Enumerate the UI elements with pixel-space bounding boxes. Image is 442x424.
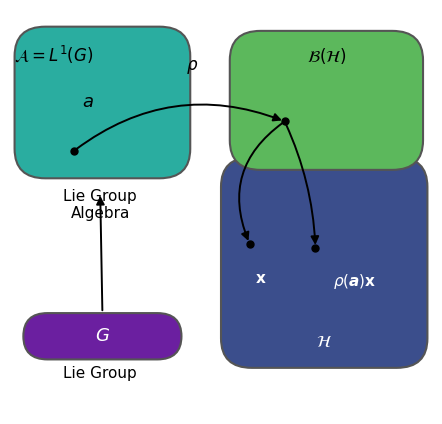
Text: $\mathcal{B}(\mathcal{H})$: $\mathcal{B}(\mathcal{H})$ (307, 46, 346, 66)
FancyBboxPatch shape (23, 313, 182, 360)
FancyBboxPatch shape (15, 27, 190, 179)
Text: Lie Group: Lie Group (63, 366, 137, 381)
Text: $\mathcal{H}$: $\mathcal{H}$ (316, 334, 332, 351)
Text: $a$: $a$ (83, 93, 94, 112)
Text: $\rho(\boldsymbol{a})\mathbf{x}$: $\rho(\boldsymbol{a})\mathbf{x}$ (333, 272, 377, 291)
Text: Lie Group
Algebra: Lie Group Algebra (63, 189, 137, 221)
Text: $G$: $G$ (95, 327, 110, 345)
FancyBboxPatch shape (221, 157, 427, 368)
FancyBboxPatch shape (230, 31, 423, 170)
Text: $\rho$: $\rho$ (186, 58, 198, 75)
Text: $\mathcal{A} = L^1(G)$: $\mathcal{A} = L^1(G)$ (15, 44, 94, 66)
Text: $\mathbf{x}$: $\mathbf{x}$ (255, 272, 267, 286)
